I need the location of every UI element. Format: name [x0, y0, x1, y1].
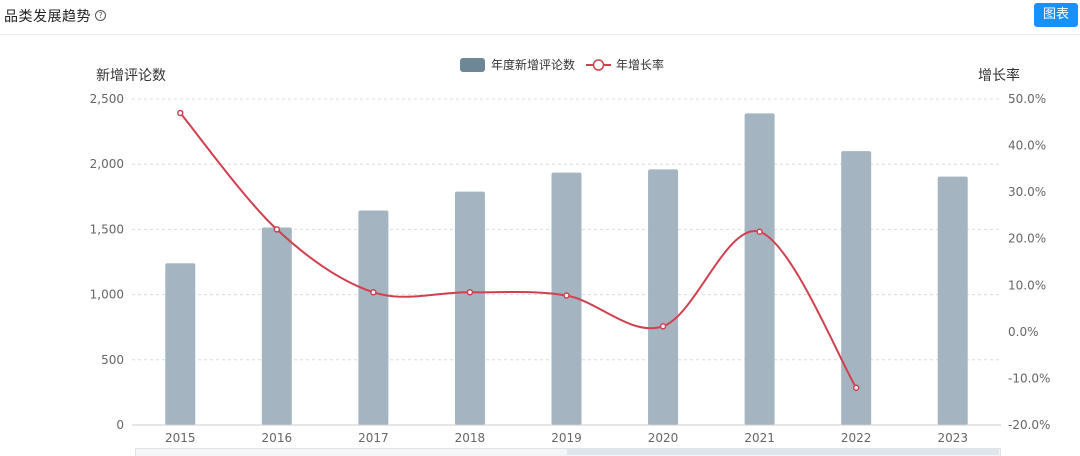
bar-series — [165, 113, 968, 426]
right-tick-label: 20.0% — [1008, 232, 1046, 246]
line-series — [177, 109, 860, 391]
x-tick-label: 2016 — [262, 431, 293, 445]
left-tick-label: 2,000 — [90, 157, 124, 171]
left-axis-title: 新增评论数 — [96, 68, 166, 84]
x-tick-label: 2020 — [648, 431, 679, 445]
right-tick-label: 10.0% — [1008, 278, 1046, 292]
data-zoom-handle[interactable] — [567, 448, 999, 455]
growth-point[interactable] — [370, 289, 377, 296]
left-tick-label: 2,500 — [90, 92, 124, 106]
bar-2019[interactable] — [551, 172, 582, 425]
chart-view-button[interactable]: 图表 — [1034, 3, 1078, 27]
left-tick-label: 500 — [101, 353, 124, 367]
left-y-axis: 2,500 2,000 1,500 1,000 500 0 — [90, 92, 124, 432]
right-tick-label: 40.0% — [1008, 139, 1046, 153]
right-tick-label: -10.0% — [1008, 371, 1050, 385]
bar-2016[interactable] — [261, 227, 292, 425]
left-tick-label: 1,500 — [90, 222, 124, 236]
panel-title: 品类发展趋势 — [4, 9, 91, 25]
growth-point[interactable] — [563, 292, 570, 299]
bar-2018[interactable] — [454, 191, 485, 425]
chart-panel-header: 品类发展趋势 ? 图表 — [0, 0, 1080, 35]
bar-2020[interactable] — [648, 169, 679, 425]
legend-line-marker — [592, 59, 605, 71]
bar-2023[interactable] — [937, 176, 968, 425]
bar-2015[interactable] — [165, 263, 196, 425]
left-tick-label: 1,000 — [90, 288, 124, 302]
x-tick-label: 2021 — [744, 431, 775, 445]
bar-2017[interactable] — [358, 210, 389, 425]
bar-2022[interactable] — [841, 151, 872, 425]
x-tick-label: 2019 — [551, 431, 582, 445]
question-circle-icon[interactable]: ? — [95, 10, 106, 21]
x-tick-label: 2015 — [165, 431, 196, 445]
legend-bar-swatch — [460, 58, 485, 72]
right-tick-label: 0.0% — [1008, 325, 1039, 339]
legend-line-label: 年增长率 — [616, 57, 664, 72]
right-tick-label: -20.0% — [1008, 418, 1050, 432]
growth-point[interactable] — [466, 289, 474, 296]
legend-bar-label: 年度新增评论数 — [491, 57, 575, 72]
growth-point[interactable] — [659, 323, 667, 330]
x-tick-label: 2017 — [358, 431, 389, 445]
growth-point[interactable] — [273, 226, 281, 233]
x-axis: 2015 2016 2017 2018 2019 2020 2021 2022 2023 — [132, 424, 1001, 445]
growth-point[interactable] — [852, 384, 860, 391]
right-y-axis: 50.0% 40.0% 30.0% 20.0% 10.0% 0.0% -10.0% -20.0… — [1008, 92, 1050, 432]
growth-point[interactable] — [177, 109, 184, 117]
right-tick-label: 50.0% — [1008, 92, 1046, 106]
right-tick-label: 30.0% — [1008, 185, 1046, 199]
bar-2021[interactable] — [744, 113, 775, 426]
x-tick-label: 2023 — [937, 431, 968, 445]
x-tick-label: 2022 — [841, 431, 872, 445]
left-tick-label: 0 — [116, 418, 124, 432]
x-tick-label: 2018 — [455, 431, 486, 445]
right-axis-title: 增长率 — [978, 67, 1020, 84]
legend: 年度新增评论数 年增长率 — [460, 57, 664, 72]
growth-point[interactable] — [756, 228, 763, 235]
